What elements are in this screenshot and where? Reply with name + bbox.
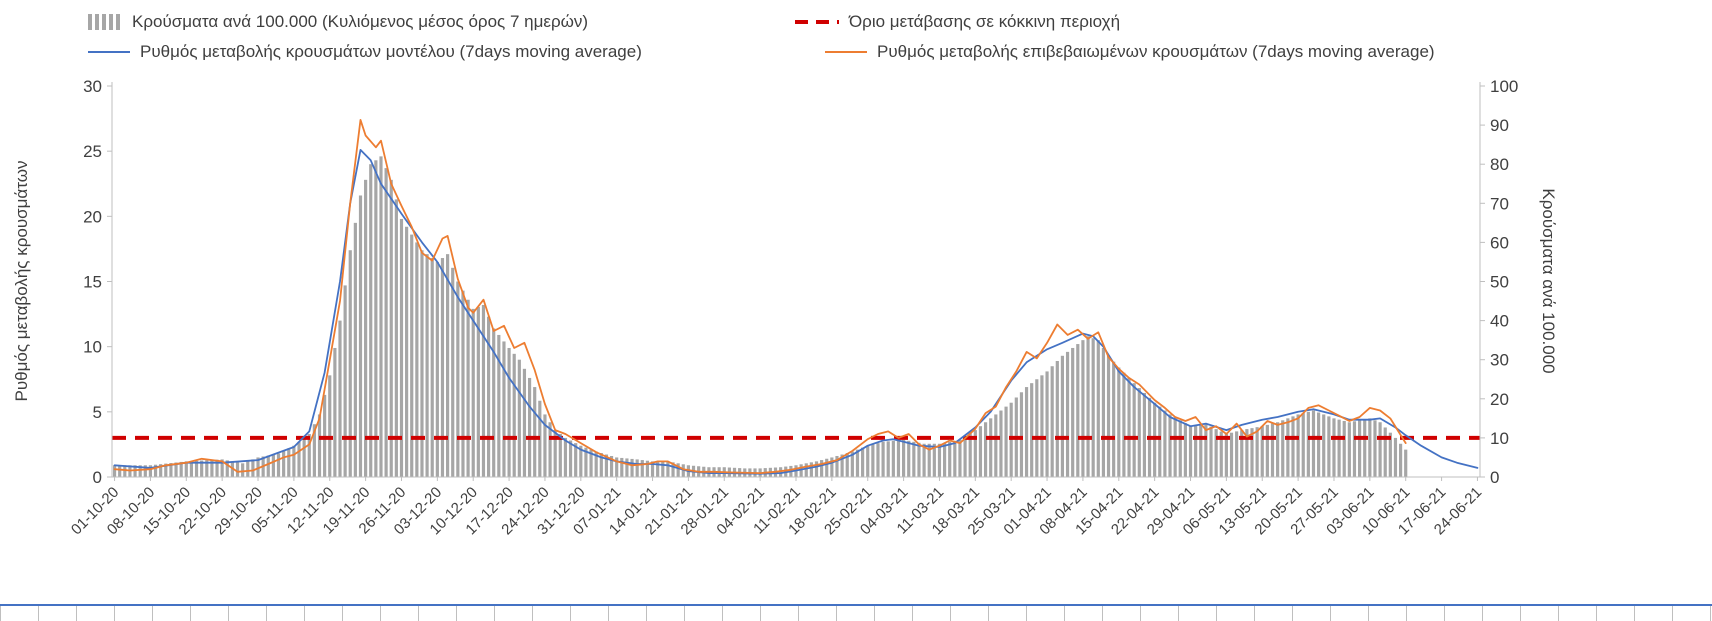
legend-label-model-line: Ρυθμός μεταβολής κρουσμάτων μοντέλου (7d… [140, 42, 642, 61]
legend-label-cases-bars: Κρούσματα ανά 100.000 (Κυλιόμενος μέσος … [132, 12, 589, 31]
svg-text:30: 30 [1490, 351, 1509, 370]
svg-text:25: 25 [83, 142, 102, 161]
svg-text:15: 15 [83, 273, 102, 292]
svg-text:40: 40 [1490, 312, 1509, 331]
svg-text:100: 100 [1490, 77, 1518, 96]
legend-item-confirmed-line: Ρυθμός μεταβολής επιβεβαιωμένων κρουσμάτ… [825, 42, 1435, 62]
svg-text:90: 90 [1490, 116, 1509, 135]
legend-label-threshold: Όριο μετάβασης σε κόκκινη περιοχή [849, 12, 1121, 31]
svg-text:5: 5 [93, 403, 102, 422]
svg-text:20: 20 [1490, 390, 1509, 409]
legend-item-threshold: Όριο μετάβασης σε κόκκινη περιοχή [795, 12, 1120, 32]
spreadsheet-grid-strip [0, 604, 1712, 621]
svg-text:20: 20 [83, 207, 102, 226]
svg-text:60: 60 [1490, 233, 1509, 252]
svg-text:50: 50 [1490, 273, 1509, 292]
svg-text:10: 10 [1490, 429, 1509, 448]
bars-legend-swatch-icon [88, 14, 122, 30]
legend-item-model-line: Ρυθμός μεταβολής κρουσμάτων μοντέλου (7d… [88, 42, 642, 62]
svg-text:10: 10 [83, 338, 102, 357]
svg-text:0: 0 [93, 468, 102, 487]
legend-item-cases-bars: Κρούσματα ανά 100.000 (Κυλιόμενος μέσος … [88, 12, 588, 32]
svg-text:30: 30 [83, 77, 102, 96]
legend-label-confirmed-line: Ρυθμός μεταβολής επιβεβαιωμένων κρουσμάτ… [877, 42, 1435, 61]
model-line-legend-swatch-icon [88, 51, 130, 53]
svg-text:80: 80 [1490, 155, 1509, 174]
threshold-legend-swatch-icon [795, 20, 839, 24]
svg-text:0: 0 [1490, 468, 1499, 487]
svg-text:70: 70 [1490, 194, 1509, 213]
confirmed-line-legend-swatch-icon [825, 51, 867, 53]
